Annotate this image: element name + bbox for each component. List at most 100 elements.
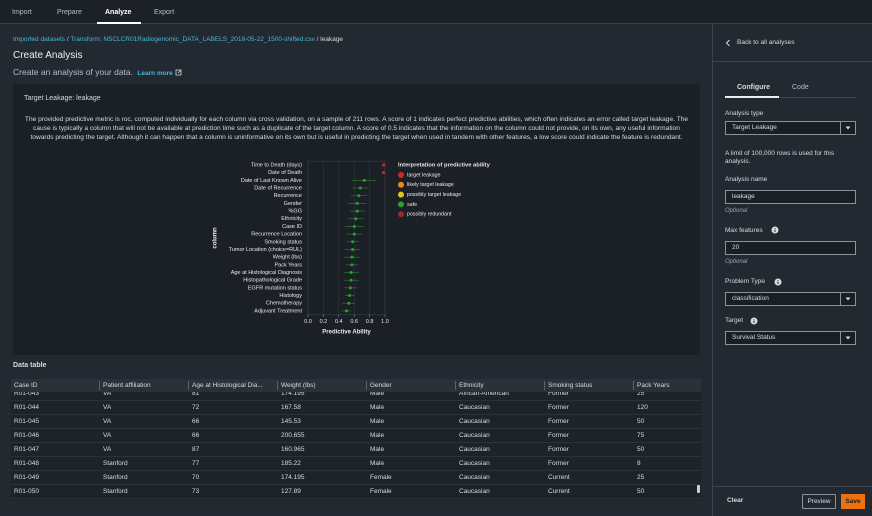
table-cell: 77 — [192, 459, 200, 467]
caret — [840, 293, 855, 305]
legend-swatch — [398, 181, 404, 188]
y-tick-label: Chemotherapy — [266, 301, 302, 307]
tab[interactable]: Export — [154, 9, 175, 16]
configure-tab[interactable]: Configure — [737, 84, 771, 91]
clear-button[interactable]: Clear — [727, 497, 744, 504]
breadcrumb-current: leakage — [320, 36, 344, 43]
table-cell: Caucasian — [459, 459, 490, 467]
x-tick-label: 0.8 — [366, 319, 374, 325]
point — [355, 209, 359, 213]
learn-more-link[interactable]: Learn more — [137, 70, 173, 77]
table-cell: VA — [103, 445, 112, 453]
point — [352, 224, 356, 228]
table-cell: 75 — [637, 431, 645, 439]
y-tick-label: Gender — [284, 201, 303, 207]
table-cell: 50 — [637, 445, 645, 453]
point — [357, 194, 361, 198]
info-icon[interactable] — [774, 278, 782, 286]
table-cell: R01-047 — [14, 445, 39, 453]
tab-bar — [0, 0, 872, 24]
separator: / — [316, 36, 319, 43]
table-cell: VA — [103, 417, 112, 425]
max-features-input[interactable]: 20 — [725, 241, 856, 255]
point — [347, 301, 351, 305]
y-tick-label: Tumor Location (choice=RUL) — [229, 247, 302, 253]
breadcrumb-link[interactable]: Imported datasets — [13, 36, 66, 43]
legend-swatch — [398, 201, 404, 208]
table-cell: R01-043 — [14, 389, 39, 397]
table-row: R01-043 VA 81 174.195 Male African-American Fo… — [11, 386, 701, 401]
table-cell: Male — [370, 445, 385, 453]
table-cell: Caucasian — [459, 487, 490, 495]
chart: 0.0 0.2 0.4 0.6 0.8 1.0 Predictive Ability colu… — [213, 160, 491, 336]
table-cell: 72 — [192, 403, 200, 411]
table-cell: Current — [548, 473, 570, 481]
column-divider — [366, 381, 367, 390]
back-row — [713, 24, 872, 62]
table-cell: Female — [370, 487, 392, 495]
breadcrumb-link[interactable]: Transform: NSCLCR01Radiogenomic_DATA_LAB… — [70, 36, 315, 43]
scrollbar[interactable] — [697, 485, 700, 493]
separator: / — [66, 36, 69, 43]
legend-swatch — [398, 191, 404, 198]
column-header: Patient affiliation — [103, 382, 151, 389]
point — [354, 217, 358, 221]
legend-label: target leakage — [407, 172, 441, 178]
column-divider — [99, 381, 100, 390]
y-tick-label: %GG — [289, 209, 302, 215]
y-tick-label: Recurrence — [274, 193, 302, 199]
table-cell: Male — [370, 431, 385, 439]
table-cell: Caucasian — [459, 445, 490, 453]
info-icon[interactable] — [771, 226, 779, 234]
y-tick-label: Date of Recurrence — [254, 185, 302, 191]
tab[interactable]: Import — [12, 9, 32, 16]
preview-button[interactable]: Preview — [802, 494, 836, 509]
plot-frame — [307, 160, 386, 316]
table-cell: 145.53 — [281, 417, 301, 425]
x-tick-label: 0.6 — [350, 319, 358, 325]
column-divider — [188, 381, 189, 390]
save-button[interactable]: Save — [841, 494, 865, 509]
data-table: R01-043 VA 81 174.195 Male African-American Fo… — [11, 379, 701, 500]
analysis-name-input[interactable]: leakage — [725, 190, 856, 204]
point — [349, 278, 353, 282]
problem-type-select[interactable]: classification — [725, 292, 856, 306]
table-cell: 127.89 — [281, 487, 301, 495]
point — [358, 186, 362, 190]
column-header: Ethnicity — [459, 382, 484, 389]
table-cell: Former — [548, 403, 569, 411]
legend-swatch — [398, 172, 404, 178]
y-tick-label: Recurrence Location — [251, 232, 302, 238]
column-divider — [277, 381, 278, 390]
x-axis-label: Predictive Ability — [322, 330, 371, 336]
analysis-type-select[interactable]: Target Leakage — [725, 121, 856, 135]
tab[interactable]: Prepare — [57, 9, 82, 16]
column-header: Pack Years — [637, 382, 670, 389]
back-link[interactable]: Back to all analyses — [737, 39, 795, 46]
y-tick-label: Case ID — [282, 224, 302, 230]
table-cell: R01-049 — [14, 473, 39, 481]
table-cell: VA — [103, 431, 112, 439]
side-panel — [712, 24, 872, 516]
select-value: classification — [732, 295, 769, 302]
table-cell: 87 — [192, 445, 200, 453]
table-cell: R01-044 — [14, 403, 39, 411]
table-cell: 8 — [637, 459, 641, 467]
code-tab[interactable]: Code — [792, 84, 809, 91]
legend-label: safe — [407, 202, 417, 208]
tab[interactable]: Analyze — [105, 9, 132, 16]
table-cell: 66 — [192, 417, 200, 425]
table-cell: 185.22 — [281, 459, 301, 467]
column-header: Smoking status — [548, 382, 593, 389]
table-cell: 200.655 — [281, 431, 305, 439]
table-cell: VA — [103, 389, 112, 397]
table-cell: R01-050 — [14, 487, 39, 495]
info-icon[interactable] — [750, 317, 758, 325]
legend-swatch — [398, 211, 404, 218]
point — [350, 263, 354, 267]
x-tick-label: 0.0 — [304, 319, 312, 325]
footer-divider — [713, 486, 872, 487]
table-cell: Current — [548, 487, 570, 495]
target-select[interactable]: Survival Status — [725, 331, 856, 345]
field-label: Analysis type — [725, 110, 764, 117]
